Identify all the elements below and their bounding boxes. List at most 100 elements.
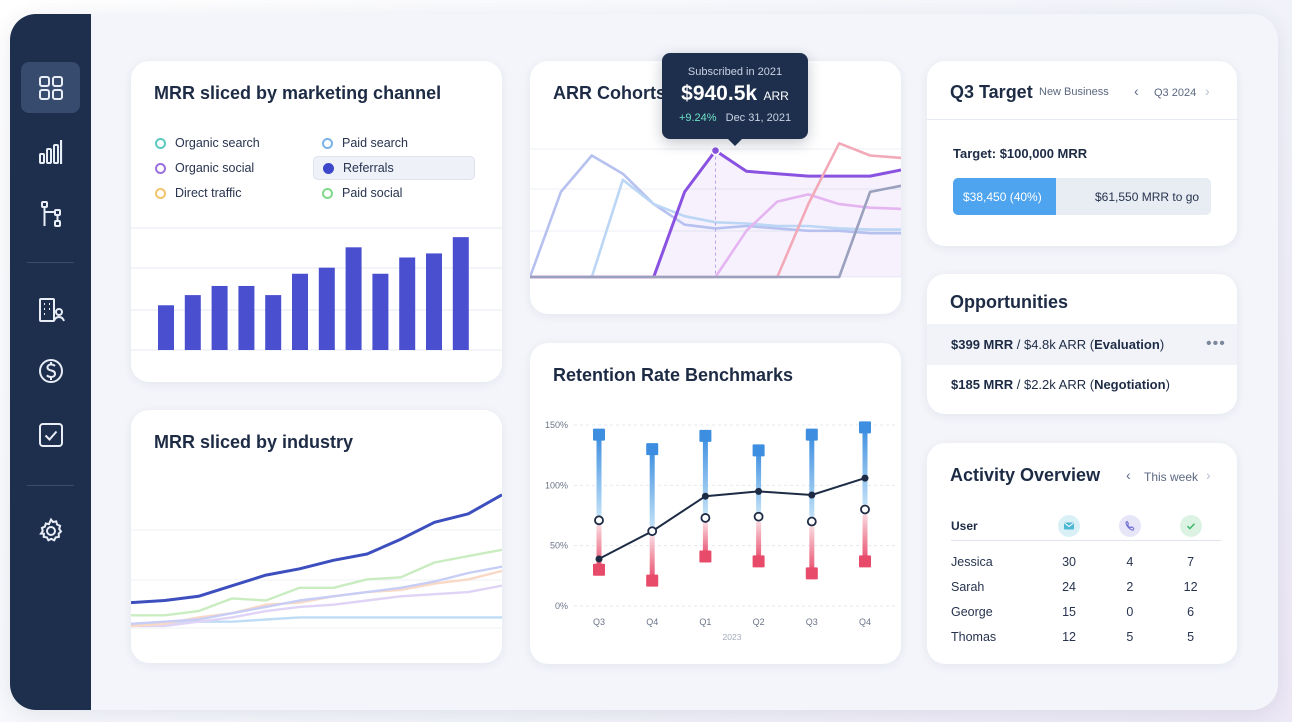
cell-emails: 12 — [1062, 629, 1077, 644]
top-marker — [805, 428, 818, 441]
opp-mrr: $399 MRR — [951, 337, 1014, 352]
company-point — [594, 515, 604, 526]
cell-user: George — [951, 604, 993, 619]
legend-item-paid-social[interactable]: Paid social — [322, 181, 402, 205]
table-row: George 15 0 6 — [951, 599, 1221, 624]
top-marker — [859, 421, 871, 434]
sidebar — [10, 14, 91, 710]
y-tick-label: 0% — [555, 601, 568, 611]
chevron-right-icon[interactable]: › — [1206, 467, 1211, 483]
nav-dashboard[interactable] — [21, 62, 80, 113]
activity-rows: Jessica 30 4 7 Sarah 24 2 12 George 15 0 6 Thomas 12 5… — [951, 549, 1221, 649]
tooltip-date: Dec 31, 2021 — [725, 112, 792, 124]
hover-point — [710, 145, 721, 156]
bar — [211, 285, 228, 350]
series-line — [131, 584, 502, 628]
nav-revenue[interactable] — [21, 345, 80, 396]
nav-companies[interactable] — [21, 284, 80, 335]
y-tick-label: 100% — [545, 480, 568, 490]
flow-icon — [40, 200, 61, 227]
activity-table: User Jessica 30 4 7 Sarah 24 2 12 George 15 0 6 Thom… — [951, 511, 1221, 649]
company-point — [647, 526, 658, 537]
cell-calls: 0 — [1126, 604, 1134, 619]
cell-user: Jessica — [951, 554, 993, 569]
legend-label: Organic search — [175, 136, 260, 150]
series-area — [530, 150, 901, 277]
tooltip-change: +9.24% — [678, 112, 717, 124]
median-point — [808, 491, 816, 499]
y-tick-label: 150% — [545, 420, 568, 430]
cell-tasks: 6 — [1187, 604, 1195, 619]
bar — [238, 285, 255, 350]
dashboard-icon — [38, 75, 63, 100]
retention-card: Retention Rate Benchmarks 0% 50% 100% 150% Q… — [530, 343, 901, 664]
chevron-left-icon[interactable]: ‹ — [1134, 83, 1139, 99]
opportunity-row[interactable]: $399 MRR / $4.8k ARR ( Evaluation ) ••• — [927, 324, 1237, 365]
phone-icon — [1118, 514, 1141, 537]
top-marker — [646, 443, 659, 456]
nav-settings[interactable] — [21, 505, 80, 556]
bar — [318, 267, 335, 350]
bottom-marker — [752, 555, 765, 568]
cell-emails: 15 — [1062, 604, 1077, 619]
mrr-industry-card: MRR sliced by industry — [131, 410, 502, 663]
bar — [184, 295, 201, 350]
card-title: MRR sliced by marketing channel — [154, 83, 442, 103]
nav-tasks[interactable] — [21, 409, 80, 460]
cell-emails: 24 — [1062, 579, 1077, 594]
legend-item-referrals[interactable]: Referrals — [313, 156, 475, 180]
legend-label: Organic social — [175, 161, 255, 175]
cell-calls: 5 — [1126, 629, 1134, 644]
x-tick-label: Q4 — [859, 617, 871, 627]
median-point — [755, 487, 763, 495]
divider — [927, 119, 1237, 120]
target-label: Target: $100,000 MRR — [953, 146, 1088, 161]
legend-dot — [155, 162, 166, 174]
legend-item-organic-search[interactable]: Organic search — [155, 131, 260, 155]
opp-close: ) — [1159, 337, 1165, 352]
settings-icon — [38, 517, 62, 542]
bar — [158, 305, 174, 350]
legend-item-direct-traffic[interactable]: Direct traffic — [155, 181, 241, 205]
card-title: ARR Cohorts — [553, 83, 666, 103]
mrr-channel-card: MRR sliced by marketing channel Organic … — [131, 61, 502, 382]
legend-item-paid-search[interactable]: Paid search — [322, 131, 408, 155]
series-line — [530, 154, 901, 278]
range-bar-bottom — [596, 525, 602, 570]
tooltip-unit: ARR — [763, 89, 789, 103]
cell-calls: 4 — [1126, 554, 1134, 569]
nav-reports[interactable] — [21, 126, 80, 177]
opportunity-row[interactable]: $185 MRR / $2.2k ARR ( Negotiation ) — [927, 364, 1237, 405]
range-bar-top — [702, 435, 708, 513]
company-point — [860, 504, 870, 515]
chevron-right-icon[interactable]: › — [1205, 83, 1210, 99]
x-tick-label: Q4 — [646, 617, 658, 627]
activity-period: This week — [1144, 470, 1199, 484]
more-horizontal-icon[interactable]: ••• — [1206, 335, 1226, 352]
range-bar-top — [649, 449, 655, 527]
tooltip-label: Subscribed in 2021 — [687, 66, 783, 78]
range-bar-bottom — [702, 522, 708, 557]
range-bar-top — [809, 434, 815, 517]
building-user-icon — [38, 297, 65, 322]
mrr-channel-chart — [131, 227, 502, 351]
sidebar-divider — [27, 262, 74, 263]
bar — [372, 273, 389, 350]
opp-close: ) — [1165, 377, 1170, 392]
arr-cohort-tooltip: Subscribed in 2021 $940.5k ARR +9.24% De… — [662, 53, 808, 146]
legend-label: Referrals — [343, 161, 394, 175]
median-line — [598, 477, 866, 560]
arr-cohorts-chart — [530, 142, 901, 279]
nav-pipeline[interactable] — [21, 188, 80, 239]
target-achieved: $38,450 (40%) — [963, 190, 1042, 204]
company-point — [700, 513, 711, 523]
card-title: Activity Overview — [950, 465, 1101, 485]
cell-tasks: 5 — [1187, 629, 1195, 644]
sidebar-divider — [27, 485, 74, 486]
legend-item-organic-social[interactable]: Organic social — [155, 156, 254, 180]
target-subtitle: New Business — [1039, 86, 1109, 98]
median-point — [595, 555, 603, 563]
x-axis-label: 2023 — [723, 632, 742, 642]
opp-mrr: $185 MRR — [951, 377, 1014, 392]
chevron-left-icon[interactable]: ‹ — [1126, 467, 1131, 483]
